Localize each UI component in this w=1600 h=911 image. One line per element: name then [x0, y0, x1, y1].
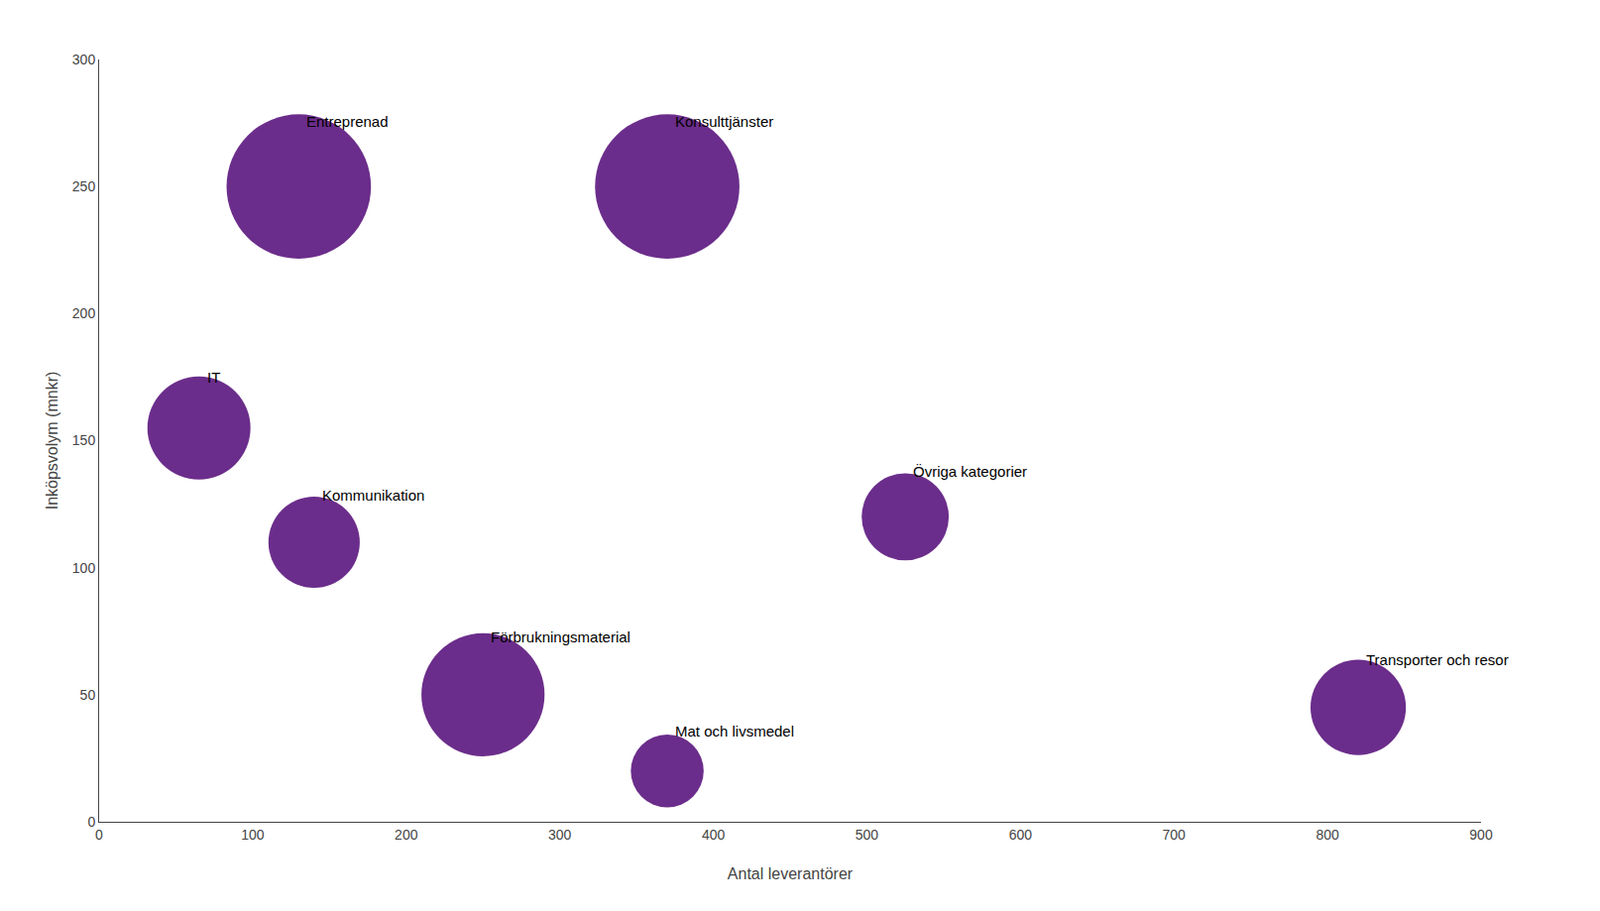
- svg-text:Kommunikation: Kommunikation: [322, 486, 425, 504]
- svg-text:Antal leverantörer: Antal leverantörer: [727, 865, 854, 883]
- svg-text:400: 400: [701, 826, 726, 843]
- svg-text:500: 500: [855, 826, 880, 843]
- svg-text:Konsulttjänster: Konsulttjänster: [675, 113, 774, 130]
- svg-text:0: 0: [95, 826, 104, 843]
- svg-text:100: 100: [240, 826, 265, 843]
- svg-text:100: 100: [72, 560, 97, 576]
- svg-text:250: 250: [72, 178, 97, 195]
- svg-text:300: 300: [548, 826, 572, 843]
- svg-text:Mat och livsmedel: Mat och livsmedel: [675, 722, 795, 740]
- svg-text:50: 50: [80, 686, 97, 703]
- svg-text:800: 800: [1315, 826, 1340, 843]
- svg-text:Övriga kategorier: Övriga kategorier: [913, 462, 1028, 480]
- svg-text:300: 300: [72, 51, 97, 68]
- svg-text:Transporter och resor: Transporter och resor: [1366, 651, 1509, 669]
- svg-text:0: 0: [87, 813, 96, 830]
- svg-text:700: 700: [1162, 826, 1187, 843]
- svg-text:200: 200: [394, 826, 419, 843]
- svg-text:Förbrukningsmaterial: Förbrukningsmaterial: [490, 628, 631, 646]
- svg-text:900: 900: [1469, 826, 1493, 843]
- svg-text:Entreprenad: Entreprenad: [306, 113, 389, 130]
- svg-text:IT: IT: [207, 368, 221, 386]
- svg-text:600: 600: [1009, 826, 1033, 843]
- svg-text:150: 150: [72, 432, 97, 449]
- svg-text:Inköpsvolym (mnkr): Inköpsvolym (mnkr): [43, 371, 61, 511]
- svg-text:200: 200: [72, 305, 97, 322]
